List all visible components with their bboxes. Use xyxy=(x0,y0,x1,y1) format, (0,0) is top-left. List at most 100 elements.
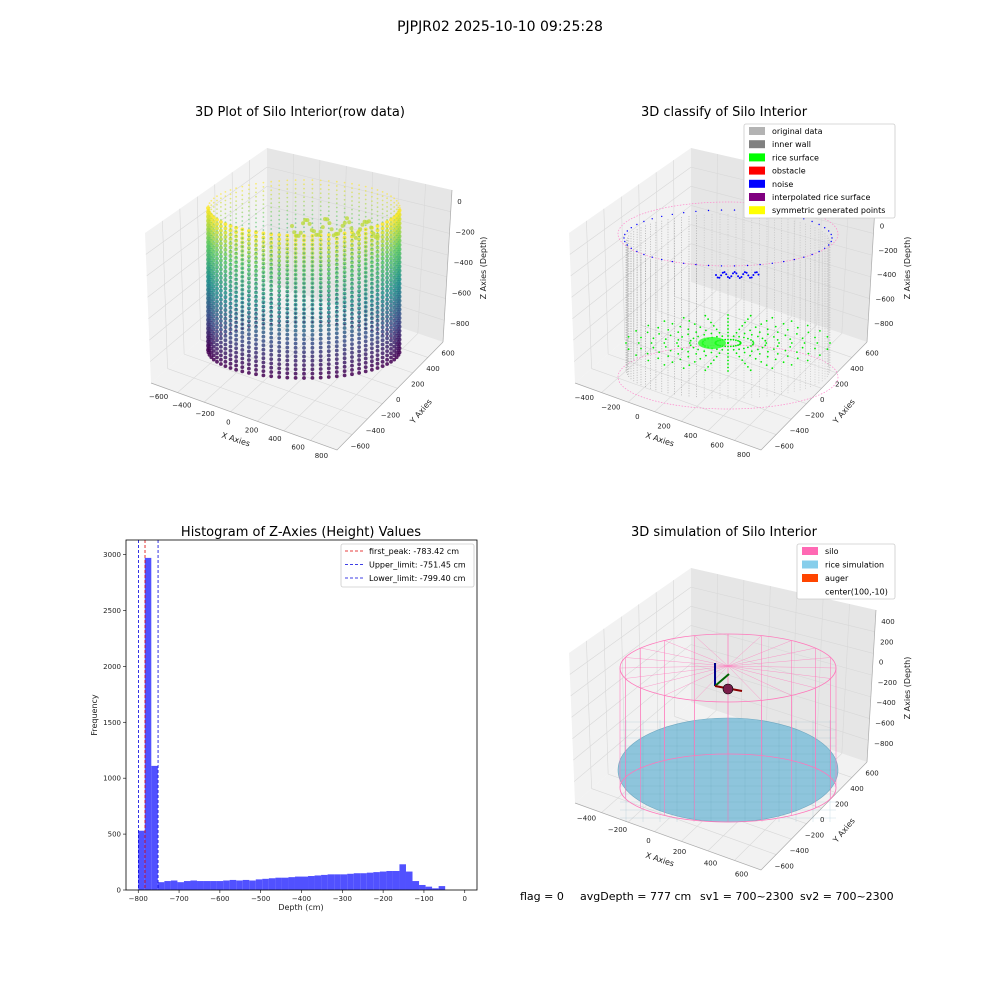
wall-point xyxy=(278,283,281,286)
wall-point xyxy=(219,284,223,289)
noise-point xyxy=(754,271,757,274)
wall-point xyxy=(357,319,361,324)
wall-point xyxy=(350,346,354,351)
y-tick-label: 3000 xyxy=(103,551,121,559)
silo-roof-line xyxy=(727,665,816,689)
panel-classify-title: 3D classify of Silo Interior xyxy=(641,105,808,120)
wall-point xyxy=(216,208,218,211)
wall-point xyxy=(327,313,330,316)
wall-point xyxy=(219,228,223,233)
rice-surface-point xyxy=(735,344,737,347)
wall-point xyxy=(216,277,218,279)
wall-point xyxy=(269,292,274,297)
wall-point xyxy=(381,225,384,228)
rice-surface-point xyxy=(657,357,660,360)
wall-point xyxy=(262,267,265,270)
wall-point xyxy=(302,328,306,333)
wall-point xyxy=(327,205,330,208)
wall-point xyxy=(215,256,219,261)
rice-surface-point xyxy=(727,342,729,344)
wall-point xyxy=(212,236,215,239)
wall-point xyxy=(294,286,297,289)
wall-point xyxy=(293,354,298,359)
wall-point xyxy=(385,353,389,358)
grid-line xyxy=(179,208,185,355)
grid-line xyxy=(266,185,450,234)
legend-frame xyxy=(340,543,475,588)
wall-point xyxy=(261,364,266,369)
wall-point xyxy=(343,263,346,266)
wall-point xyxy=(357,263,361,268)
wall-point xyxy=(397,339,400,342)
x-tick-label: 0 xyxy=(226,418,230,426)
wall-point xyxy=(386,223,388,226)
wall-point xyxy=(247,254,251,259)
wall-point xyxy=(327,322,330,324)
wall-point xyxy=(334,253,339,258)
wall-point xyxy=(335,206,338,209)
wall-point xyxy=(386,210,388,213)
wall-point xyxy=(363,360,368,365)
wall-point xyxy=(228,314,233,319)
noise-point xyxy=(735,272,738,275)
wall-point xyxy=(247,371,251,375)
wall-point xyxy=(207,316,210,319)
wall-point xyxy=(207,230,210,233)
wall-point xyxy=(375,258,380,263)
wall-point xyxy=(326,323,331,328)
wall-point xyxy=(303,273,305,276)
interior-point xyxy=(320,225,325,230)
wall-point xyxy=(392,349,397,353)
wall-point xyxy=(381,285,384,288)
wall-point xyxy=(395,221,398,224)
wall-point xyxy=(358,244,360,247)
wall-point xyxy=(303,308,305,310)
wall-point xyxy=(247,246,251,251)
legend-label: rice surface xyxy=(772,153,819,162)
wall-point xyxy=(208,339,211,342)
wall-point xyxy=(229,301,232,303)
rice-surface-point xyxy=(647,324,650,327)
wall-point xyxy=(254,337,258,342)
wall-point xyxy=(351,208,353,211)
wall-point xyxy=(248,321,250,324)
wall-point xyxy=(234,225,239,230)
wall-point xyxy=(370,238,374,243)
wall-point xyxy=(285,358,290,363)
grid-line xyxy=(690,224,871,278)
wall-point xyxy=(380,265,385,269)
wall-point xyxy=(389,269,393,274)
wall-point xyxy=(207,273,210,276)
wall-point xyxy=(327,279,330,281)
wall-point xyxy=(371,200,373,203)
wall-point xyxy=(224,203,227,206)
wall-point xyxy=(381,229,384,232)
wall-point xyxy=(327,261,330,264)
wall-point xyxy=(223,291,228,295)
wall-point xyxy=(219,237,223,242)
wall-point xyxy=(395,242,398,245)
wall-point xyxy=(380,312,385,317)
wall-point xyxy=(375,314,380,319)
y-tick-label: −600 xyxy=(351,442,370,450)
wall-point xyxy=(286,308,289,311)
x-tick-label: −600 xyxy=(210,895,229,903)
wall-point xyxy=(235,226,238,228)
wall-point xyxy=(310,363,315,367)
rice-surface-point xyxy=(712,359,715,361)
legend-frame xyxy=(796,543,896,600)
wall-point xyxy=(286,261,289,264)
wall-point xyxy=(319,304,322,307)
wall-point xyxy=(220,214,222,217)
wall-point xyxy=(343,190,346,193)
wall-point xyxy=(318,367,323,371)
wall-point xyxy=(390,255,392,258)
legend-swatch xyxy=(802,574,818,582)
histogram-bar xyxy=(157,882,165,890)
wall-point xyxy=(235,187,238,190)
wall-point xyxy=(343,186,346,188)
wall-point xyxy=(215,316,219,321)
wall-point xyxy=(293,333,298,337)
wall-point xyxy=(229,331,232,333)
